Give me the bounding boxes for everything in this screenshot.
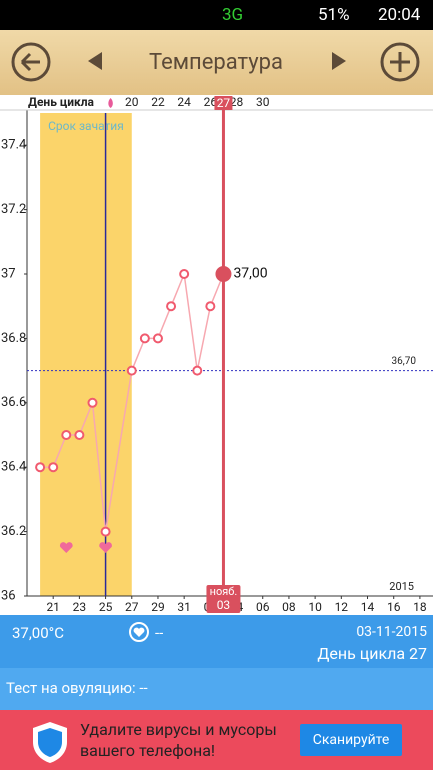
date-day: 03 (217, 598, 231, 612)
temperature: 37,00°C (12, 624, 65, 642)
clock: 20:04 (378, 5, 421, 25)
x-tick-label: 16 (387, 600, 401, 614)
cycle-tick-label: 28 (230, 95, 244, 109)
mood: -- (155, 624, 164, 642)
y-tick-label: 36.2 (1, 524, 26, 539)
x-tick-label: 06 (256, 600, 270, 614)
x-tick-label: 25 (99, 600, 113, 614)
heart (99, 542, 112, 553)
status-bar: 3G 51% 20:04 (0, 0, 433, 30)
ovulation-bar[interactable]: Тест на овуляцию: -- (0, 668, 433, 710)
date-month: нояб. (210, 585, 238, 598)
ad-banner[interactable]: Удалите вирусы и мусоры вашего телефона!… (0, 710, 433, 770)
point (100, 526, 111, 537)
prev-button[interactable] (88, 52, 102, 70)
header: Температура (0, 30, 433, 95)
x-tick-label: 08 (282, 600, 296, 614)
mood-icon[interactable] (128, 621, 150, 643)
back-button[interactable] (11, 42, 51, 82)
point (61, 430, 72, 440)
point (74, 430, 85, 440)
point (166, 301, 177, 312)
cycle-tick-label: 24 (177, 95, 191, 109)
period-marker (108, 98, 113, 108)
y-tick-label: 37.2 (1, 202, 26, 217)
date: 03-11-2015 (356, 624, 427, 640)
x-tick-label: 27 (125, 600, 139, 614)
cycle-tick-label: 26 (204, 95, 218, 109)
x-tick-label: 18 (413, 600, 427, 614)
cycle-current-box (214, 96, 233, 110)
year: 2015 (389, 580, 414, 593)
cycle-tick-label: 22 (151, 95, 165, 109)
ovulation-test: Тест на овуляцию: -- (6, 679, 148, 697)
x-tick-label: 21 (46, 600, 60, 614)
y-tick-label: 36.8 (1, 331, 26, 346)
cover-line-label: 36,70 (392, 356, 417, 367)
point (48, 462, 59, 473)
zone-label: Срок зачатия (48, 119, 124, 133)
point (35, 462, 46, 473)
x-tick-label: 31 (177, 600, 191, 614)
y-tick-label: 36.6 (1, 395, 26, 410)
heart (59, 542, 73, 553)
cycle-tick-label: 30 (256, 95, 270, 109)
header-icons: Температура (11, 42, 420, 82)
next-button[interactable] (332, 52, 346, 70)
x-tick-label: 10 (308, 600, 322, 614)
current-label: 37,00 (233, 266, 267, 282)
y-tick-label: 36.4 (1, 460, 27, 475)
zone (40, 113, 132, 596)
ad-logo (33, 722, 67, 763)
y-tick-label: 37.4 (1, 138, 27, 153)
battery: 51% (318, 5, 350, 25)
ad-text: Удалите вирусы и мусоры (80, 720, 277, 739)
point (87, 397, 98, 408)
ad-text: вашего телефона! (80, 741, 216, 760)
point (139, 333, 150, 344)
point (205, 301, 216, 312)
network: 3G (222, 5, 244, 25)
x-tick-label: 14 (361, 600, 375, 614)
back-arrow (20, 52, 40, 72)
title: Температура (149, 50, 283, 75)
cycle-tick-label: 20 (125, 95, 139, 109)
plus (390, 52, 410, 72)
y-tick-label: 36 (1, 588, 16, 603)
x-tick-label: 23 (73, 600, 87, 614)
current-point (215, 266, 232, 282)
chart: Срок зачатия 36 36.2 36.4 36.6 36.8 37 37.2 37.4… (0, 95, 433, 614)
date-marker (206, 585, 241, 613)
cycle-axis-label: День цикла (28, 95, 95, 109)
y-tick-label: 37 (1, 266, 16, 281)
point (179, 269, 190, 279)
x-tick-label: 29 (151, 600, 165, 614)
x-tick-label: 12 (335, 600, 349, 614)
point (152, 333, 163, 344)
info-bar: 37,00°C -- 03-11-2015 День цикла 27 (0, 615, 433, 668)
point (126, 365, 137, 376)
ad-button[interactable]: Сканируйте (300, 724, 402, 756)
point (192, 365, 203, 376)
cycle-current: 27 (217, 96, 231, 110)
add-button[interactable] (380, 42, 420, 82)
cycle-day: День цикла 27 (317, 644, 427, 663)
